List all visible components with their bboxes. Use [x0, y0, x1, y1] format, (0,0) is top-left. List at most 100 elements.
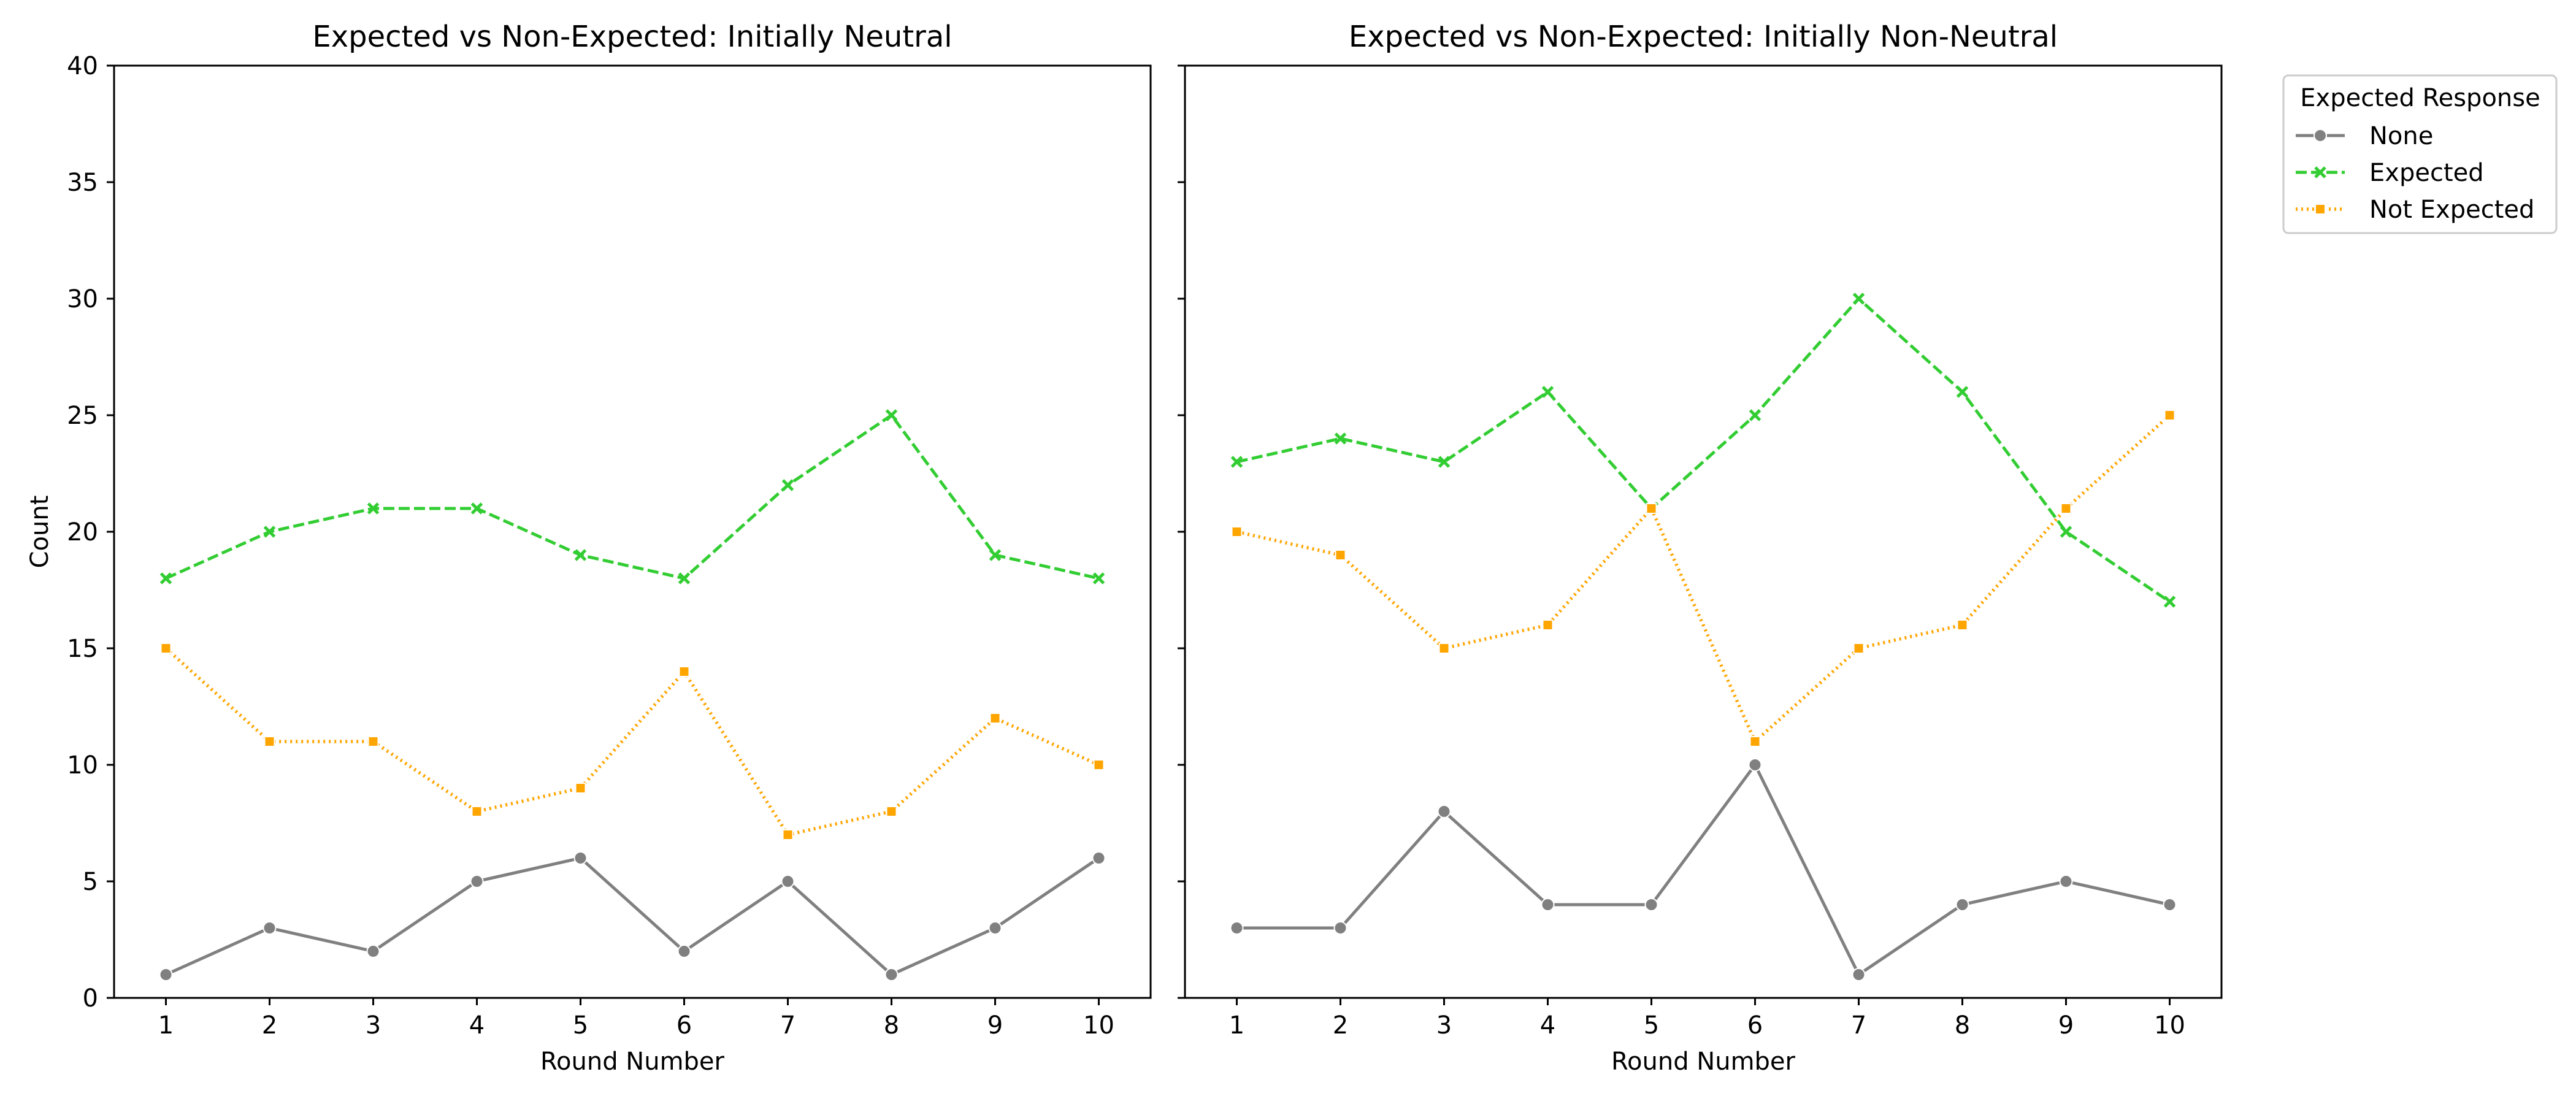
- data-point-not-expected: [1438, 643, 1450, 654]
- x-tick-label: 6: [677, 1011, 692, 1040]
- data-point-not-expected: [575, 783, 586, 794]
- y-tick-label: 20: [67, 518, 98, 546]
- x-tick-label: 3: [366, 1011, 381, 1040]
- data-point-none: [263, 921, 277, 935]
- x-tick-label: 7: [780, 1011, 795, 1040]
- series-expected: [159, 409, 1105, 585]
- legend-entry-expected: Expected: [2296, 159, 2484, 187]
- panel-1-xlabel: Round Number: [540, 1048, 725, 1076]
- x-tick-label: 6: [1747, 1011, 1763, 1040]
- data-point-not-expected: [2164, 410, 2175, 421]
- legend-box: [2282, 74, 2558, 234]
- x-tick-label: 5: [1644, 1011, 1659, 1040]
- y-tick-label: 10: [67, 751, 98, 780]
- x-tick-label: 2: [262, 1011, 277, 1040]
- data-point-none: [1644, 898, 1658, 911]
- y-tick-label: 5: [83, 868, 98, 896]
- series-expected: [1230, 293, 2176, 608]
- data-point-not-expected: [989, 713, 1001, 724]
- panel-2-ticks: 1 2 3 4 5 6 7 8 9 10: [1178, 64, 2185, 1040]
- data-point-expected: [2060, 526, 2072, 538]
- panel-2-title: Expected vs Non-Expected: Initially Non-…: [1349, 20, 2058, 54]
- data-point-not-expected: [678, 666, 690, 677]
- data-point-not-expected: [1646, 503, 1657, 514]
- data-point-not-expected: [1335, 550, 1346, 561]
- data-point-none: [2059, 875, 2073, 888]
- data-point-none: [1333, 921, 1347, 935]
- x-tick-label: 8: [884, 1011, 899, 1040]
- series-line-expected: [165, 413, 1100, 580]
- data-point-expected: [1956, 386, 1969, 398]
- data-point-expected: [1230, 456, 1243, 468]
- x-tick-label: 3: [1436, 1011, 1452, 1040]
- x-tick-label: 10: [1083, 1011, 1114, 1040]
- x-tick-label: 4: [469, 1011, 485, 1040]
- panel-1-frame: [113, 64, 1152, 999]
- data-point-not-expected: [1749, 736, 1761, 747]
- data-point-expected: [1541, 386, 1554, 398]
- legend-label-expected: Expected: [2369, 159, 2484, 187]
- data-point-not-expected: [782, 829, 794, 840]
- data-point-not-expected: [1231, 526, 1243, 537]
- data-point-expected: [885, 409, 898, 421]
- y-tick-label: 25: [67, 402, 98, 430]
- data-point-not-expected: [367, 736, 379, 747]
- panel-1-ylabel: Count: [26, 496, 54, 569]
- data-point-none: [159, 968, 173, 981]
- data-point-expected: [1852, 293, 1865, 305]
- x-tick-label: 9: [2058, 1011, 2074, 1040]
- data-point-not-expected: [2060, 503, 2072, 514]
- legend-entry-none: None: [2296, 122, 2433, 150]
- series-not-expected: [160, 643, 1105, 840]
- series-none: [1230, 758, 2177, 981]
- data-point-not-expected: [1542, 619, 1554, 631]
- data-point-expected: [470, 502, 483, 515]
- series-none: [159, 851, 1106, 981]
- data-point-expected: [1749, 409, 1761, 421]
- x-tick-label: 7: [1851, 1011, 1866, 1040]
- data-point-not-expected: [264, 736, 275, 747]
- y-tick-label: 30: [67, 285, 98, 313]
- data-point-none: [988, 921, 1002, 935]
- data-point-expected: [574, 549, 587, 561]
- panel-2-frame: [1184, 64, 2223, 999]
- data-point-expected: [1092, 572, 1105, 585]
- panel-2-xlabel: Round Number: [1611, 1048, 1796, 1076]
- data-point-not-expected: [886, 806, 897, 817]
- x-tick-label: 5: [573, 1011, 588, 1040]
- panel-2-series: [1230, 293, 2177, 981]
- data-point-expected: [1438, 456, 1451, 468]
- data-point-none: [884, 968, 899, 981]
- data-point-none: [1437, 805, 1451, 818]
- legend-entries: None Expected Not Expected: [2296, 122, 2534, 224]
- data-point-none: [1092, 851, 1106, 865]
- data-point-none: [677, 945, 691, 958]
- data-point-expected: [781, 479, 794, 491]
- data-point-expected: [263, 526, 276, 538]
- series-line-none: [165, 856, 1100, 976]
- legend-marker-expected: [2314, 166, 2326, 178]
- panel-initially-non-neutral: Expected vs Non-Expected: Initially Non-…: [1178, 20, 2223, 1076]
- legend-label-none: None: [2369, 122, 2433, 150]
- data-point-none: [366, 945, 380, 958]
- data-point-expected: [2163, 596, 2176, 608]
- x-tick-label: 9: [987, 1011, 1003, 1040]
- data-point-expected: [159, 572, 172, 585]
- data-point-none: [1955, 898, 1969, 911]
- panel-initially-neutral: Expected vs Non-Expected: Initially Neut…: [26, 20, 1152, 1076]
- series-line-not-expected: [1236, 413, 2171, 745]
- series-line-none: [1236, 762, 2171, 977]
- data-point-not-expected: [1957, 619, 1968, 631]
- data-point-none: [781, 875, 795, 888]
- x-tick-label: 8: [1955, 1011, 1970, 1040]
- x-tick-label: 10: [2154, 1011, 2185, 1040]
- data-point-not-expected: [1093, 759, 1105, 770]
- data-point-none: [2163, 898, 2177, 911]
- data-point-not-expected: [160, 643, 172, 654]
- y-tick-label: 0: [83, 984, 98, 1013]
- legend: Expected Response None Expected Not Expect…: [2282, 74, 2558, 234]
- series-line-expected: [1236, 296, 2171, 604]
- data-point-none: [1748, 758, 1762, 772]
- x-tick-label: 4: [1540, 1011, 1555, 1040]
- data-point-not-expected: [1853, 643, 1865, 654]
